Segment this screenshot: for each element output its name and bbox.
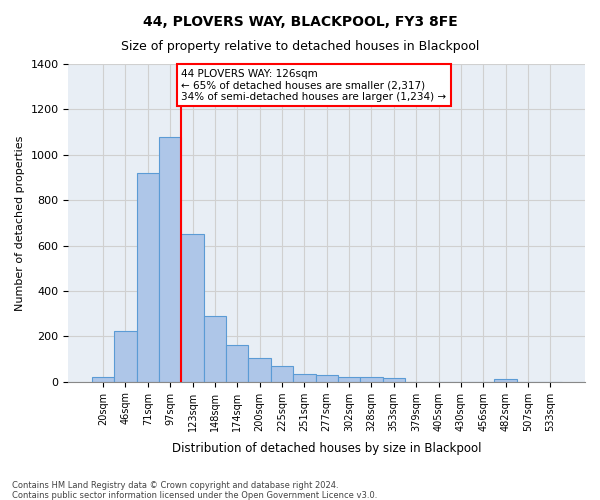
Bar: [248, 358, 271, 382]
Text: Contains public sector information licensed under the Open Government Licence v3: Contains public sector information licen…: [12, 491, 377, 500]
Text: Size of property relative to detached houses in Blackpool: Size of property relative to detached ho…: [121, 40, 479, 53]
Bar: [181, 234, 204, 382]
Bar: [316, 376, 338, 382]
X-axis label: Distribution of detached houses by size in Blackpool: Distribution of detached houses by size …: [172, 442, 481, 455]
Bar: [114, 330, 137, 382]
Text: 44 PLOVERS WAY: 126sqm
← 65% of detached houses are smaller (2,317)
34% of semi-: 44 PLOVERS WAY: 126sqm ← 65% of detached…: [181, 68, 446, 102]
Bar: [204, 316, 226, 382]
Bar: [360, 377, 383, 382]
Bar: [383, 378, 405, 382]
Y-axis label: Number of detached properties: Number of detached properties: [15, 135, 25, 310]
Bar: [293, 374, 316, 382]
Bar: [271, 366, 293, 382]
Bar: [137, 173, 159, 382]
Bar: [494, 380, 517, 382]
Bar: [92, 377, 114, 382]
Bar: [338, 377, 360, 382]
Bar: [159, 136, 181, 382]
Text: 44, PLOVERS WAY, BLACKPOOL, FY3 8FE: 44, PLOVERS WAY, BLACKPOOL, FY3 8FE: [143, 15, 457, 29]
Text: Contains HM Land Registry data © Crown copyright and database right 2024.: Contains HM Land Registry data © Crown c…: [12, 481, 338, 490]
Bar: [226, 346, 248, 382]
